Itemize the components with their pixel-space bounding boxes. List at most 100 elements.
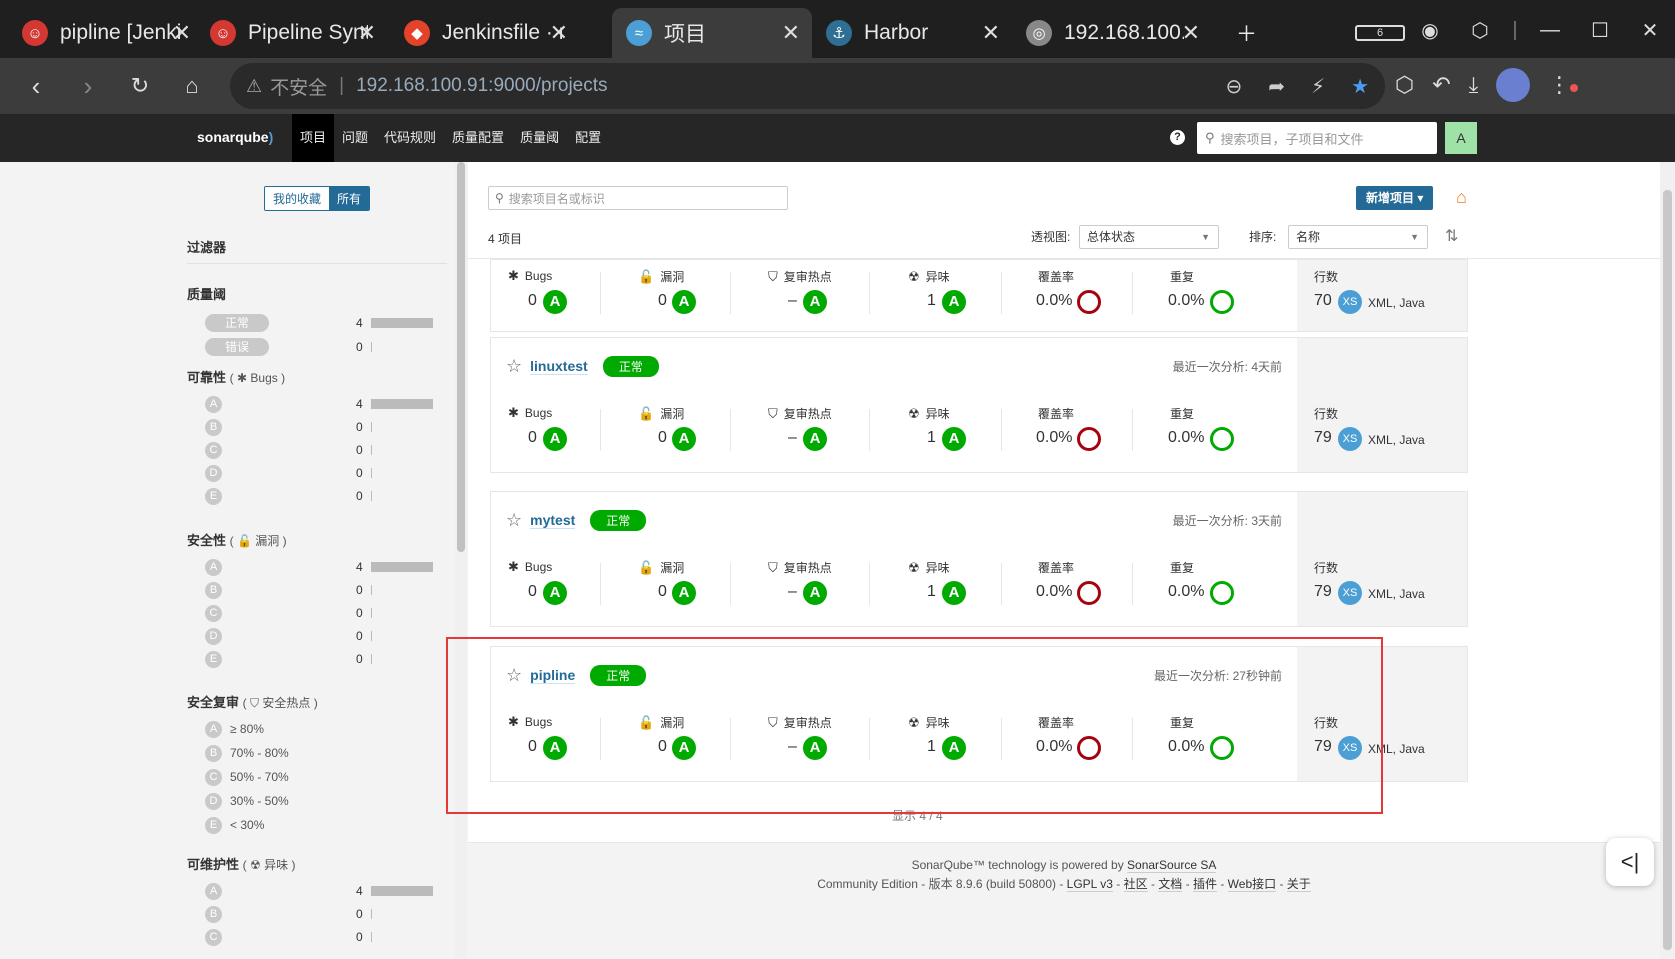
measure-duplications[interactable]: 重复 0.0%: [1153, 401, 1283, 456]
extensions-icon[interactable]: ⬡: [1471, 19, 1489, 42]
footer-link[interactable]: 社区: [1123, 877, 1148, 892]
browser-tab[interactable]: ☺ Pipeline Synt ✕: [196, 8, 388, 58]
browser-tab[interactable]: ◆ Jenkinsfile · n ✕: [390, 8, 580, 58]
facet-rating-b[interactable]: B: [205, 417, 435, 437]
project-name-link[interactable]: mytest: [530, 512, 576, 529]
maximize-icon[interactable]: ☐: [1591, 19, 1609, 42]
measure-lines[interactable]: 行数 79 XS XML, Java: [1299, 401, 1469, 456]
close-icon[interactable]: ✕: [549, 20, 568, 45]
share-icon[interactable]: ➦: [1268, 75, 1286, 98]
close-icon[interactable]: ✕: [781, 20, 800, 45]
measure-duplications[interactable]: 重复 0.0%: [1153, 555, 1283, 610]
facet-quality-gate-ok[interactable]: 正常: [205, 313, 435, 333]
measure-bugs[interactable]: ✱ Bugs 0 A: [491, 401, 621, 456]
measure-coverage[interactable]: 覆盖率 0.0%: [1021, 401, 1151, 456]
facet-rating-d[interactable]: D: [205, 626, 435, 646]
measure-vulnerabilities[interactable]: 🔓 漏洞 0 A: [621, 710, 751, 765]
help-icon[interactable]: ?: [1170, 130, 1185, 145]
facet-rating-c[interactable]: C 50% - 70%: [205, 767, 435, 787]
facet-rating-e[interactable]: E: [205, 649, 435, 669]
global-search-input[interactable]: ⚲ 搜索项目，子项目和文件: [1197, 122, 1437, 154]
side-panel-toggle-icon[interactable]: <|: [1606, 838, 1654, 886]
measure-vulnerabilities[interactable]: 🔓 漏洞 0 A: [621, 555, 751, 610]
user-avatar[interactable]: A: [1445, 122, 1477, 154]
facet-rating-a[interactable]: A ≥ 80%: [205, 719, 435, 739]
facet-rating-c[interactable]: C: [205, 440, 435, 460]
measure-coverage[interactable]: 覆盖率 0.0%: [1021, 555, 1151, 610]
home-icon[interactable]: ⌂: [1456, 187, 1467, 207]
main-scrollbar[interactable]: [1660, 162, 1675, 959]
browser-tab[interactable]: ◎ 192.168.100.9 ✕: [1012, 8, 1212, 58]
measure-code-smells[interactable]: ☢ 异味 1 A: [891, 710, 1021, 765]
measure-hotspots[interactable]: ⛉ 复审热点 – A: [751, 555, 881, 610]
home-icon[interactable]: ⌂: [185, 73, 199, 98]
bolt-icon[interactable]: ⚡: [1311, 75, 1326, 98]
footer-link[interactable]: LGPL v3: [1066, 877, 1113, 892]
extensions-puzzle-icon[interactable]: ⬡: [1395, 72, 1415, 97]
sidebar-scrollbar[interactable]: [455, 162, 467, 959]
menu-rules[interactable]: 代码规则: [384, 130, 437, 145]
project-search-input[interactable]: ⚲ 搜索项目名或标识: [488, 186, 788, 210]
footer-link[interactable]: 文档: [1158, 877, 1183, 892]
download-icon[interactable]: ⤓: [1468, 72, 1479, 97]
browser-tab[interactable]: ⚓ Harbor ✕: [812, 8, 1012, 58]
sort-order-icon[interactable]: ⇅: [1445, 228, 1459, 245]
measure-duplications[interactable]: 重复 0.0%: [1153, 710, 1283, 765]
project-name-link[interactable]: pipline: [530, 667, 576, 684]
favorites-button[interactable]: 我的收藏: [265, 187, 330, 210]
measure-bugs[interactable]: ✱ Bugs 0 A: [491, 264, 621, 319]
forward-icon[interactable]: ›: [83, 71, 93, 101]
facet-rating-a[interactable]: A: [205, 881, 435, 901]
minimize-icon[interactable]: —: [1540, 18, 1560, 41]
close-icon[interactable]: ✕: [1181, 20, 1200, 45]
facet-rating-e[interactable]: E: [205, 486, 435, 506]
facet-rating-c[interactable]: C: [205, 927, 435, 947]
footer-link[interactable]: 关于: [1286, 877, 1311, 892]
measure-hotspots[interactable]: ⛉ 复审热点 – A: [751, 401, 881, 456]
browser-tab[interactable]: ☺ pipline [Jenki ✕: [8, 8, 203, 58]
facet-rating-a[interactable]: A: [205, 394, 435, 414]
browser-tab-active[interactable]: ≈ 项目 ✕: [612, 8, 812, 58]
measure-bugs[interactable]: ✱ Bugs 0 A: [491, 710, 621, 765]
measure-code-smells[interactable]: ☢ 异味 1 A: [891, 555, 1021, 610]
menu-quality-gates[interactable]: 质量阈: [520, 130, 560, 145]
close-icon[interactable]: ✕: [981, 20, 1000, 45]
facet-quality-gate-error[interactable]: 错误: [205, 337, 435, 357]
measure-hotspots[interactable]: ⛉ 复审热点 – A: [751, 710, 881, 765]
facet-rating-d[interactable]: D: [205, 463, 435, 483]
footer-link[interactable]: 插件: [1192, 877, 1217, 892]
menu-projects[interactable]: 项目: [292, 114, 335, 162]
menu-administration[interactable]: 配置: [575, 130, 602, 145]
menu-issues[interactable]: 问题: [342, 130, 369, 145]
close-icon[interactable]: ✕: [357, 20, 376, 45]
scrollbar-thumb[interactable]: [1663, 190, 1672, 950]
new-tab-button[interactable]: ＋: [1236, 23, 1257, 46]
zoom-icon[interactable]: ⊖: [1225, 75, 1243, 98]
sort-select[interactable]: 名称 ▼: [1288, 225, 1428, 249]
all-button[interactable]: 所有: [329, 187, 370, 210]
measure-code-smells[interactable]: ☢ 异味 1 A: [891, 401, 1021, 456]
close-window-icon[interactable]: ✕: [1641, 19, 1659, 42]
favorite-star-icon[interactable]: ☆: [506, 665, 523, 685]
facet-rating-b[interactable]: B 70% - 80%: [205, 743, 435, 763]
measure-lines[interactable]: 行数 79 XS XML, Java: [1299, 555, 1469, 610]
reload-icon[interactable]: ↻: [130, 73, 150, 98]
history-icon[interactable]: ↶: [1432, 72, 1451, 97]
measure-coverage[interactable]: 覆盖率 0.0%: [1021, 264, 1151, 319]
perspective-select[interactable]: 总体状态 ▼: [1079, 225, 1219, 249]
address-bar[interactable]: ⚠ 不安全 | 192.168.100.91:9000/projects ⊖ ➦…: [230, 63, 1385, 109]
sonarsource-link[interactable]: SonarSource SA: [1127, 858, 1217, 873]
profile-avatar[interactable]: [1496, 68, 1531, 102]
measure-vulnerabilities[interactable]: 🔓 漏洞 0 A: [621, 401, 751, 456]
measure-coverage[interactable]: 覆盖率 0.0%: [1021, 710, 1151, 765]
measure-duplications[interactable]: 重复 0.0%: [1153, 264, 1283, 319]
facet-rating-c[interactable]: C: [205, 603, 435, 623]
measure-bugs[interactable]: ✱ Bugs 0 A: [491, 555, 621, 610]
tab-counter-icon[interactable]: 6: [1355, 19, 1405, 42]
measure-hotspots[interactable]: ⛉ 复审热点 – A: [751, 264, 881, 319]
measure-lines[interactable]: 行数 70 XS XML, Java: [1299, 264, 1469, 319]
facet-rating-d[interactable]: D 30% - 50%: [205, 791, 435, 811]
facet-rating-e[interactable]: E < 30%: [205, 815, 435, 835]
footer-link[interactable]: Web接口: [1227, 877, 1277, 892]
measure-code-smells[interactable]: ☢ 异味 1 A: [891, 264, 1021, 319]
